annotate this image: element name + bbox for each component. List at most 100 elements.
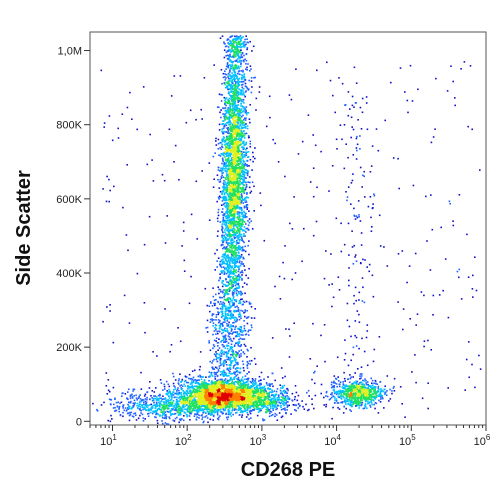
event-dot (216, 379, 218, 382)
event-dot (208, 379, 210, 382)
event-dot (180, 388, 183, 391)
event-dot (229, 84, 232, 86)
event-dot (232, 92, 234, 94)
event-dot (233, 75, 235, 77)
event-dot (200, 398, 202, 401)
event-dot (224, 70, 226, 72)
event-dot (212, 391, 215, 393)
event-dot (236, 397, 238, 400)
event-dot (186, 409, 189, 412)
event-dot (267, 397, 269, 399)
event-dot (110, 399, 113, 401)
event-dot (256, 386, 258, 388)
event-dot (204, 394, 206, 397)
event-dot (149, 404, 151, 406)
event-dot (287, 389, 289, 392)
event-dot (222, 321, 225, 324)
event-dot (160, 397, 162, 400)
event-dot (191, 378, 194, 381)
event-dot (252, 385, 254, 387)
event-dot (227, 369, 230, 372)
event-dot (223, 375, 226, 377)
event-dot (191, 399, 193, 401)
event-dot (148, 412, 150, 415)
event-dot (174, 417, 177, 420)
event-dot (196, 408, 199, 411)
event-dot (243, 172, 245, 175)
event-dot (254, 407, 256, 410)
event-dot (244, 309, 246, 311)
event-dot (137, 417, 140, 420)
event-dot (222, 383, 225, 386)
event-dot (127, 398, 129, 401)
event-dot (243, 76, 246, 79)
event-dot (206, 410, 209, 412)
event-dot (276, 407, 278, 410)
event-dot (245, 113, 248, 116)
event-dot (211, 375, 214, 377)
event-dot (156, 422, 159, 424)
event-dot (171, 403, 174, 406)
event-dot (261, 387, 263, 389)
event-dot (131, 415, 134, 417)
event-dot (247, 349, 249, 352)
event-dot (245, 212, 247, 215)
event-dot (282, 402, 285, 404)
event-dot (230, 219, 233, 222)
event-dot (249, 399, 252, 401)
event-dot (182, 405, 184, 408)
event-dot (235, 292, 238, 294)
event-dot (241, 392, 243, 395)
event-dot (239, 35, 242, 37)
event-dot (223, 382, 225, 384)
event-dot (242, 36, 244, 38)
event-dot (227, 213, 229, 215)
event-dot (215, 358, 218, 361)
event-dot (188, 373, 191, 376)
event-dot (154, 407, 157, 409)
event-dot (229, 44, 232, 47)
event-dot (227, 358, 230, 361)
event-dot (172, 391, 174, 393)
event-dot (222, 254, 224, 256)
event-dot (172, 372, 174, 375)
event-dot (158, 404, 161, 407)
event-dot (120, 401, 123, 404)
event-dot (166, 407, 169, 409)
event-dot (261, 404, 264, 407)
event-dot (201, 394, 204, 396)
event-dot (205, 390, 208, 392)
event-dot (265, 402, 268, 405)
event-dot (220, 384, 222, 386)
event-dot (249, 388, 252, 391)
event-dot (254, 378, 257, 380)
event-dot (262, 400, 264, 403)
event-dot (234, 368, 237, 370)
event-dot (278, 394, 280, 396)
event-dot (249, 65, 252, 67)
event-dot (147, 413, 149, 415)
event-dot (100, 404, 103, 406)
event-dot (196, 394, 199, 396)
event-dot (272, 407, 275, 410)
event-dot (192, 395, 194, 398)
event-dot (124, 393, 127, 395)
event-dot (143, 403, 145, 405)
event-dot (231, 391, 233, 394)
event-dot (231, 64, 234, 66)
event-dot (223, 350, 225, 353)
event-dot (197, 400, 199, 402)
event-dot (229, 387, 232, 389)
event-dot (196, 395, 199, 398)
event-dot (259, 387, 261, 390)
event-dot (186, 415, 188, 418)
event-dot (239, 92, 242, 94)
event-dot (129, 411, 131, 414)
event-dot (273, 395, 275, 398)
event-dot (225, 237, 228, 239)
event-dot (129, 394, 132, 397)
event-dot (244, 394, 247, 396)
event-dot (218, 393, 221, 395)
event-dot (235, 283, 238, 286)
event-dot (277, 404, 280, 407)
